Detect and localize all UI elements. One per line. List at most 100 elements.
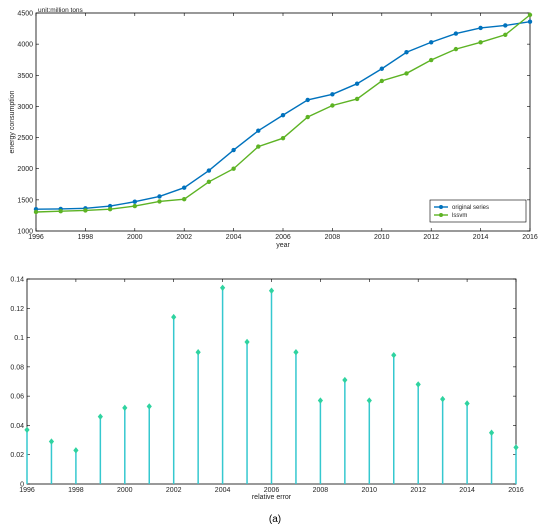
y-tick-label: 0.1 <box>14 335 24 342</box>
data-point <box>330 103 335 108</box>
stem-marker <box>415 381 421 388</box>
data-point <box>503 32 508 37</box>
data-point <box>503 23 508 28</box>
data-point <box>182 185 187 190</box>
data-point <box>305 114 310 120</box>
x-tick-label: 2016 <box>508 487 524 494</box>
data-point <box>429 57 434 63</box>
data-point <box>182 197 187 202</box>
data-point <box>305 97 310 103</box>
data-point <box>132 199 137 204</box>
data-point <box>527 12 533 18</box>
x-tick-label: 2006 <box>264 487 280 494</box>
data-point <box>478 25 483 31</box>
y-tick-label: 4000 <box>17 42 33 49</box>
data-point <box>157 199 162 204</box>
data-point <box>478 40 483 45</box>
x-axis-label: year <box>276 242 290 249</box>
stem-marker <box>293 349 299 356</box>
data-point <box>379 66 384 71</box>
y-axis-label: energy consumption <box>9 90 16 153</box>
stem-marker <box>97 413 103 420</box>
data-point <box>280 112 286 118</box>
stem-marker <box>244 338 250 346</box>
legend-marker <box>439 205 443 209</box>
y-tick-label: 2500 <box>17 135 33 142</box>
y-tick-label: 0.06 <box>10 394 24 401</box>
x-tick-label: 2016 <box>522 234 538 241</box>
data-point <box>107 203 113 209</box>
data-point <box>206 168 212 173</box>
data-point <box>107 207 113 212</box>
data-point <box>206 179 212 184</box>
data-point <box>379 78 384 84</box>
data-point <box>58 208 63 214</box>
x-tick-label: 2008 <box>325 234 341 241</box>
stem-marker <box>366 397 372 404</box>
x-tick-label: 2004 <box>215 487 231 494</box>
stem-marker <box>488 429 495 436</box>
y-tick-label: 3000 <box>17 104 33 111</box>
stem-marker <box>24 426 30 434</box>
data-point <box>231 147 236 153</box>
data-point <box>453 46 459 52</box>
stem-marker <box>73 447 79 454</box>
stem-marker <box>464 400 470 407</box>
stem-marker <box>440 395 446 403</box>
x-tick-label: 2000 <box>117 487 133 494</box>
y-tick-label: 1000 <box>17 229 33 236</box>
data-point <box>132 203 137 209</box>
y-tick-label: 0.02 <box>10 452 24 459</box>
data-point <box>404 50 409 55</box>
stem-marker <box>268 287 275 294</box>
stem-marker <box>391 351 397 359</box>
legend-marker <box>439 213 443 217</box>
unit-label: unit:million tons <box>38 7 84 14</box>
x-tick-label: 2006 <box>275 234 291 241</box>
legend-label: lssvm <box>452 213 467 219</box>
data-point <box>429 40 434 45</box>
data-point <box>280 135 286 141</box>
x-tick-label: 2004 <box>226 234 242 241</box>
x-tick-label: 2014 <box>459 487 475 494</box>
data-point <box>231 166 236 171</box>
bottom-chart: 1996 1998 2000 2002 2004 2006 2008 2010 2012 2014… <box>10 277 524 502</box>
data-point <box>453 31 459 36</box>
y-tick-label: 4500 <box>17 11 33 18</box>
x-axis-label: relative error <box>252 494 292 501</box>
stem-marker <box>48 438 55 445</box>
x-tick-label: 2000 <box>127 234 143 241</box>
x-tick-label: 2010 <box>374 234 390 241</box>
y-tick-label: 0.04 <box>10 423 24 430</box>
stem-marker <box>171 313 177 321</box>
x-tick-label: 2002 <box>166 487 182 494</box>
stem-marker <box>317 397 323 404</box>
y-tick-label: 0.14 <box>10 277 24 284</box>
data-point <box>33 209 39 215</box>
x-tick-label: 2008 <box>313 487 329 494</box>
data-point <box>330 92 335 97</box>
stem-marker <box>513 444 519 451</box>
stem-marker <box>220 284 226 291</box>
y-tick-label: 0.08 <box>10 364 24 371</box>
stem-marker <box>342 376 348 384</box>
x-tick-label: 2012 <box>410 487 426 494</box>
figure-caption: (a) <box>269 514 281 525</box>
y-tick-label: 0 <box>20 482 24 489</box>
stem-marker <box>195 349 201 356</box>
data-point <box>354 81 360 86</box>
x-tick-label: 1998 <box>68 487 84 494</box>
y-tick-label: 1500 <box>17 197 33 204</box>
stem-marker <box>122 404 128 412</box>
data-point <box>404 71 409 76</box>
legend-box <box>429 199 527 223</box>
data-point <box>527 19 533 24</box>
data-point <box>157 194 162 199</box>
data-point <box>83 208 88 213</box>
top-chart: 1996 1998 2000 2002 2004 2006 2008 2010 2012 2014… <box>9 7 538 249</box>
x-tick-label: 1996 <box>19 487 35 494</box>
y-tick-label: 0.12 <box>10 306 24 313</box>
data-point <box>354 96 360 102</box>
top-plot-area <box>35 12 531 232</box>
